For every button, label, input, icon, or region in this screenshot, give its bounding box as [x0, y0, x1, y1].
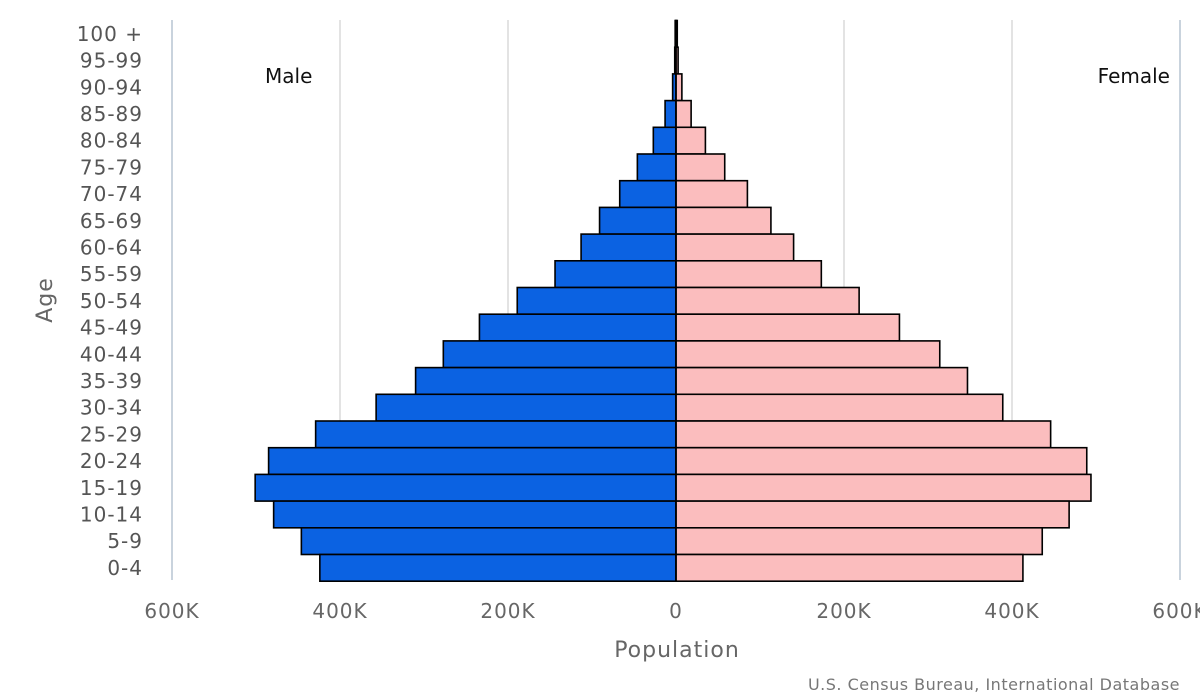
male-bar [375, 393, 677, 422]
y-tick-label: 90-94 [80, 75, 143, 99]
x-tick-label: 0 [669, 599, 683, 623]
y-tick-label: 25-29 [80, 422, 143, 446]
x-tick-label: 600K [144, 599, 199, 623]
female-bar [675, 366, 969, 396]
x-tick-label: 200K [816, 599, 871, 623]
male-bar [664, 99, 677, 129]
y-tick-label: 95-99 [80, 49, 143, 73]
male-bar [272, 500, 677, 529]
y-tick-label: 80-84 [80, 129, 143, 153]
female-bar [675, 420, 1052, 449]
x-tick-label: 600K [1152, 599, 1200, 623]
male-bar [442, 340, 677, 369]
female-bar [675, 526, 1044, 556]
female-bar [675, 313, 901, 342]
y-tick-label: 45-49 [80, 316, 143, 340]
y-tick-label: 65-69 [80, 209, 143, 233]
female-bar [675, 393, 1004, 422]
y-tick-label: 50-54 [80, 289, 143, 313]
y-tick-label: 10-14 [80, 502, 143, 526]
female-bar [675, 179, 749, 209]
y-tick-label: 30-34 [80, 396, 143, 420]
female-bar [675, 233, 795, 262]
female-side-label: Female [1098, 64, 1170, 88]
x-tick-label: 200K [480, 599, 535, 623]
x-tick-label: 400K [984, 599, 1039, 623]
female-bar [675, 500, 1070, 529]
y-tick-label: 85-89 [80, 102, 143, 126]
male-bar [314, 420, 677, 449]
male-bar [300, 526, 677, 556]
male-bar [618, 179, 677, 209]
bars [254, 19, 1092, 583]
x-tick-label: 400K [312, 599, 367, 623]
y-tick-label: 60-64 [80, 235, 143, 259]
female-bar [675, 553, 1024, 583]
male-bar [580, 233, 677, 262]
y-tick-label: 75-79 [80, 155, 143, 179]
female-bar [675, 259, 823, 289]
female-bar [675, 473, 1092, 502]
male-bar [554, 259, 677, 289]
female-bar [675, 446, 1088, 476]
male-side-label: Male [265, 64, 312, 88]
male-bar [414, 366, 677, 396]
male-bar [652, 126, 677, 155]
female-bar [675, 99, 692, 129]
male-bar [319, 553, 677, 583]
male-bar [267, 446, 677, 476]
x-axis-title: Population [614, 638, 740, 663]
y-axis-title: Age [33, 277, 58, 323]
female-bar [675, 286, 860, 316]
y-tick-label: 15-19 [80, 476, 143, 500]
y-tick-label: 70-74 [80, 182, 143, 206]
y-tick-label: 35-39 [80, 369, 143, 393]
source-credit: U.S. Census Bureau, International Databa… [808, 675, 1180, 694]
y-tick-label: 5-9 [107, 529, 143, 553]
y-tick-label: 55-59 [80, 262, 143, 286]
y-tick-label: 0-4 [107, 556, 143, 580]
female-bar [675, 73, 683, 102]
female-bar [675, 206, 772, 235]
female-bar [675, 126, 707, 155]
y-tick-label: 100 + [77, 22, 143, 46]
y-tick-label: 20-24 [80, 449, 143, 473]
gridlines [171, 20, 1181, 580]
x-tick-labels: 600K 400K 200K 0 200K 400K 600K [144, 599, 1200, 623]
female-bar [675, 340, 941, 369]
male-bar [598, 206, 677, 235]
male-bar [478, 313, 677, 342]
male-bar [636, 153, 677, 182]
male-bar [254, 473, 677, 502]
y-tick-label: 40-44 [80, 342, 143, 366]
male-bar [516, 286, 677, 316]
female-bar [675, 153, 726, 182]
